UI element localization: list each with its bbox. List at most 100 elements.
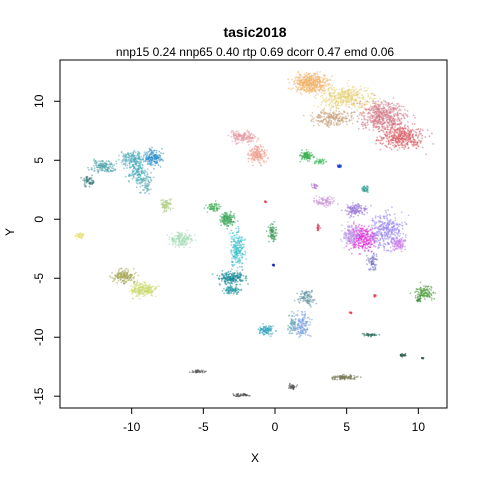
data-point [182, 242, 185, 244]
data-point [315, 302, 318, 305]
data-point [395, 128, 398, 131]
cluster-21 [211, 268, 249, 286]
data-point [128, 154, 131, 157]
data-point [239, 246, 242, 249]
data-point [359, 85, 362, 88]
data-point [332, 95, 335, 97]
data-point [222, 276, 225, 279]
data-point [137, 292, 140, 295]
data-point [246, 141, 249, 143]
data-point [331, 88, 334, 91]
data-point [310, 305, 312, 308]
data-point [377, 100, 380, 103]
data-point [359, 103, 361, 105]
data-point [396, 118, 399, 121]
data-point [331, 85, 334, 87]
data-point [265, 325, 267, 328]
data-point [248, 143, 250, 146]
data-point [303, 85, 306, 88]
data-point [396, 149, 399, 152]
data-point [393, 137, 395, 139]
data-point [241, 252, 244, 255]
data-point [375, 107, 378, 110]
data-point [367, 87, 369, 89]
data-point [242, 274, 245, 277]
data-point [132, 268, 135, 270]
data-point [127, 153, 130, 155]
data-point [238, 265, 241, 268]
data-point [360, 204, 363, 207]
data-point [233, 272, 236, 275]
data-point [338, 93, 340, 96]
data-point [80, 176, 83, 179]
data-point [400, 112, 402, 115]
data-point [389, 112, 392, 115]
data-point [303, 310, 306, 313]
data-point [352, 204, 354, 207]
data-point [291, 323, 293, 325]
data-point [140, 161, 143, 164]
data-point [234, 291, 237, 293]
data-point [131, 178, 134, 180]
data-point [320, 119, 323, 122]
data-point [385, 114, 388, 116]
data-point [128, 277, 131, 279]
data-point [306, 76, 308, 79]
data-point [348, 100, 351, 103]
data-point [144, 152, 147, 155]
data-point [352, 111, 355, 114]
data-point [334, 118, 337, 120]
data-point [241, 266, 244, 268]
data-point [327, 115, 329, 118]
data-point [362, 115, 365, 118]
data-point [401, 144, 404, 147]
data-point [351, 207, 354, 210]
data-point [233, 257, 236, 260]
data-point [124, 175, 127, 178]
data-point [322, 118, 325, 121]
data-point [164, 207, 166, 210]
data-point [317, 115, 319, 118]
data-point [373, 121, 375, 124]
data-point [149, 290, 151, 293]
data-point [384, 117, 387, 119]
data-point [147, 151, 150, 153]
data-point [274, 330, 277, 332]
data-point [372, 129, 375, 132]
data-point [171, 243, 174, 246]
data-point [380, 103, 383, 105]
data-point [412, 134, 414, 136]
data-point [169, 208, 172, 211]
data-point [376, 118, 379, 120]
data-point [269, 325, 272, 328]
data-point [379, 116, 381, 119]
data-point [168, 238, 171, 241]
data-point [397, 133, 400, 136]
data-point [175, 237, 178, 240]
cluster-19 [203, 200, 222, 214]
data-point [404, 124, 407, 126]
data-point [341, 87, 343, 90]
data-point [397, 116, 399, 119]
data-point [373, 116, 376, 119]
data-point [291, 87, 294, 90]
data-point [252, 157, 255, 160]
data-point [292, 326, 295, 329]
cluster-11 [142, 146, 165, 170]
data-point [325, 79, 328, 82]
data-point [342, 87, 345, 90]
data-point [230, 131, 233, 134]
data-point [234, 249, 237, 252]
data-point [329, 123, 332, 125]
data-point [306, 82, 308, 85]
data-point [370, 114, 373, 116]
data-point [267, 326, 270, 328]
data-point [232, 292, 235, 295]
data-point [336, 94, 339, 97]
data-point [257, 137, 260, 140]
cluster-15 [73, 231, 85, 240]
cluster-0 [287, 70, 334, 97]
data-point [335, 109, 338, 112]
data-point [153, 155, 156, 158]
data-point [236, 261, 238, 264]
